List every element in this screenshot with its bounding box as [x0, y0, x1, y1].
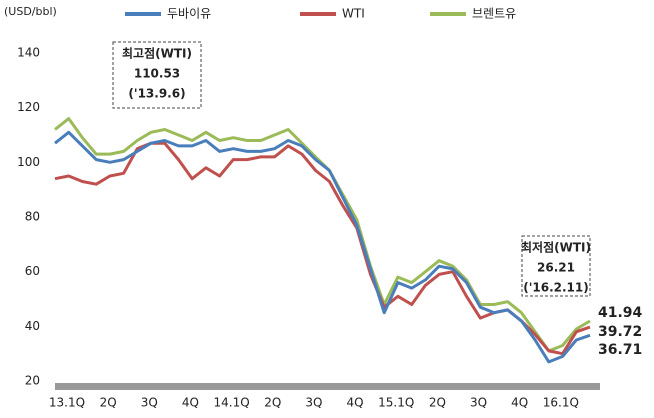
x-tick-label: 3Q [470, 396, 487, 410]
annotation-text: ('13.9.6) [128, 87, 185, 101]
annotation-text: ('16.2.11) [523, 281, 589, 295]
x-tick-label: 13.1Q [49, 396, 85, 410]
y-tick-label: 80 [25, 210, 40, 224]
y-tick-label: 120 [17, 100, 40, 114]
x-axis-band [55, 383, 600, 390]
x-tick-label: 3Q [305, 396, 322, 410]
x-tick-label: 3Q [141, 396, 158, 410]
annotation-text: 26.21 [537, 261, 575, 275]
annotation-text: 110.53 [134, 67, 180, 81]
annotation-text: 최고점(WTI) [122, 46, 192, 61]
x-tick-label: 2Q [100, 396, 117, 410]
end-value-label: 41.94 [598, 305, 643, 321]
x-tick-label: 2Q [429, 396, 446, 410]
y-tick-label: 20 [25, 374, 40, 388]
series-line [54, 141, 591, 356]
y-tick-label: 140 [17, 46, 40, 60]
annotation-text: 최저점(WTI) [521, 240, 591, 255]
end-value-label: 36.71 [598, 342, 642, 358]
y-tick-label: 60 [25, 264, 40, 278]
x-tick-label: 4Q [347, 396, 364, 410]
y-tick-label: 100 [17, 155, 40, 169]
x-tick-label: 4Q [511, 396, 528, 410]
x-tick-label: 15.1Q [378, 396, 414, 410]
x-tick-label: 16.1Q [543, 396, 579, 410]
x-tick-label: 4Q [182, 396, 199, 410]
legend-label: WTI [342, 7, 365, 21]
annotation-box [521, 235, 591, 297]
end-value-label: 39.72 [598, 324, 642, 340]
annotation-box [112, 41, 202, 109]
legend-label: 두바이유 [167, 7, 211, 21]
x-tick-label: 2Q [264, 396, 281, 410]
series-line [54, 130, 591, 364]
y-axis-label: (USD/bbl) [4, 5, 57, 18]
x-tick-label: 14.1Q [214, 396, 250, 410]
y-tick-label: 40 [25, 319, 40, 333]
legend-label: 브렌트유 [472, 7, 516, 21]
